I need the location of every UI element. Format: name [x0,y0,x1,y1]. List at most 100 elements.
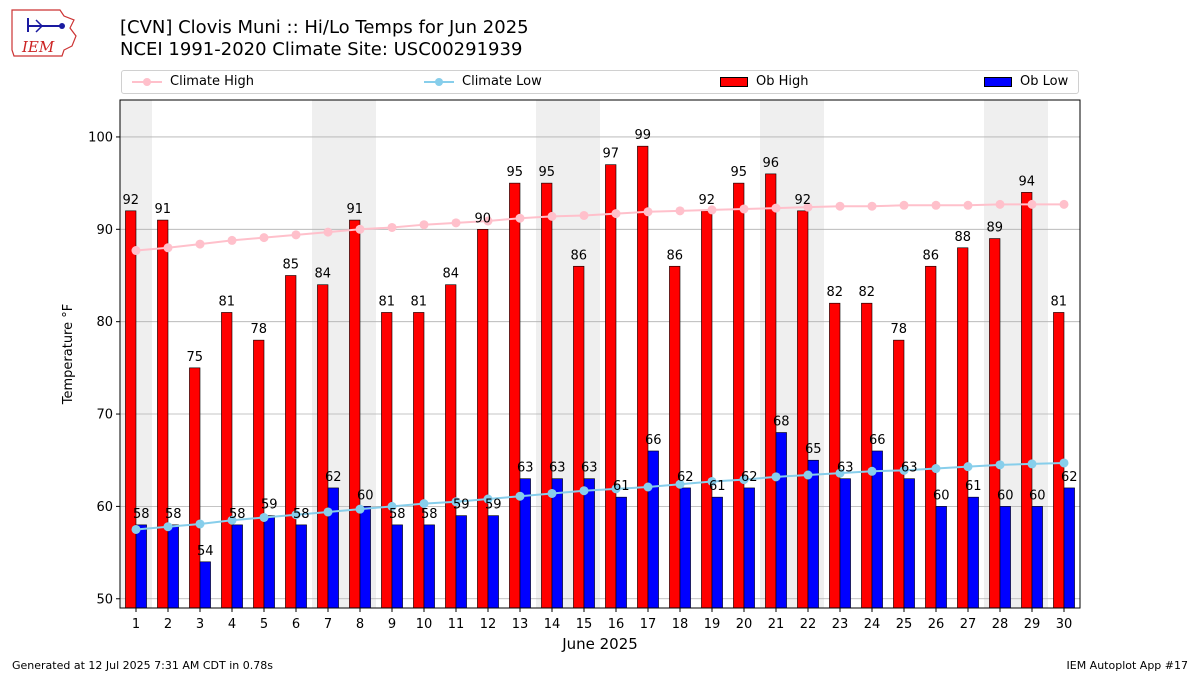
ob-high-bar [669,265,681,609]
ob-high-label: 94 [1018,174,1035,189]
ob-low-label: 61 [709,479,726,494]
ob-low-bar [455,515,467,609]
ob-low-bar [711,496,723,609]
climate-low-point [163,522,173,532]
x-tick-label: 17 [640,617,657,632]
logo-wordmark: IEM [21,38,55,56]
climate-high-point [1059,199,1069,209]
ob-high-label: 88 [954,230,971,245]
ob-low-bar [807,459,819,609]
climate-low-point [739,475,749,485]
ob-low-label: 62 [677,470,694,485]
ob-low-label: 62 [741,470,758,485]
climate-low-point [675,479,685,489]
climate-low-swatch [424,78,454,86]
climate-high-point [643,207,653,217]
x-tick-label: 6 [292,617,300,632]
ob-high-label: 97 [602,147,619,162]
x-tick-label: 9 [388,617,396,632]
climate-low-point [867,466,877,476]
ob-low-label: 65 [805,442,822,457]
climate-high-point [387,222,397,232]
ob-low-label: 58 [229,507,246,522]
climate-high-point [963,200,973,210]
ob-high-label: 84 [314,267,331,282]
ob-high-bar [605,164,617,609]
legend-label: Climate High [170,74,255,89]
y-tick-label: 50 [96,592,113,607]
x-tick-label: 22 [800,617,817,632]
ob-high-bar [381,312,393,609]
climate-high-point [771,203,781,213]
climate-high-point [163,243,173,253]
legend-label: Ob Low [1020,74,1069,89]
ob-low-label: 59 [261,498,278,513]
ob-low-bar [935,506,947,609]
ob-high-label: 75 [186,350,203,365]
ob-low-bar [903,478,915,609]
ob-high-bar [765,173,777,609]
climate-high-point [675,206,685,216]
ob-high-label: 95 [730,165,747,180]
ob-low-bar [647,450,659,609]
climate-low-point [835,468,845,478]
climate-high-point [803,202,813,212]
iem-logo: IEM [11,9,77,57]
ob-high-label: 99 [634,128,651,143]
climate-low-point [931,464,941,474]
ob-low-label: 58 [133,507,150,522]
ob-low-label: 63 [901,461,918,476]
climate-low-point [483,494,493,504]
ob-high-bar [733,182,745,609]
ob-high-label: 82 [826,285,843,300]
climate-high-point [259,233,269,243]
x-tick-label: 12 [480,617,497,632]
x-tick-label: 2 [164,617,172,632]
climate-low-point [291,510,301,520]
ob-low-label: 63 [837,461,854,476]
ob-low-bar [199,561,211,609]
ob-low-bar [999,506,1011,609]
ob-low-bar [615,496,627,609]
x-axis-label: June 2025 [561,635,638,653]
ob-high-label: 91 [154,202,171,217]
ob-high-bar [317,284,329,609]
ob-high-label: 89 [986,221,1003,236]
x-tick-label: 5 [260,617,268,632]
ob-low-bar [359,506,371,609]
x-tick-label: 10 [416,617,433,632]
ob-high-label: 86 [570,248,587,263]
ob-low-bar [1031,506,1043,609]
y-tick-label: 80 [96,315,113,330]
climate-high-point [611,209,621,219]
climate-low-point [1059,458,1069,468]
ob-high-bar [541,182,553,609]
x-tick-label: 13 [512,617,529,632]
x-tick-label: 27 [960,617,977,632]
ob-high-bar [253,339,265,609]
climate-low-point [387,501,397,511]
x-tick-label: 4 [228,617,236,632]
ob-low-label: 60 [357,488,374,503]
ob-high-label: 85 [282,257,299,272]
ob-low-label: 59 [453,498,470,513]
ob-high-bar [1021,192,1033,609]
plot-frame [119,99,1081,609]
x-tick-label: 11 [448,617,465,632]
climate-high-point [451,218,461,228]
ob-low-bar [1063,487,1075,609]
ob-low-label: 63 [517,461,534,476]
climate-low-point [259,512,269,522]
climate-low-point [131,524,141,534]
ob-low-bar [679,487,691,609]
ob-low-bar [775,432,787,609]
x-tick-label: 1 [132,617,140,632]
ob-low-label: 58 [389,507,406,522]
x-tick-label: 24 [864,617,881,632]
ob-low-bar [167,524,179,609]
climate-high-line [135,203,1064,252]
ob-low-label: 60 [997,488,1014,503]
ob-low-bar [391,524,403,609]
climate-high-point [195,239,205,249]
ob-high-label: 82 [858,285,875,300]
